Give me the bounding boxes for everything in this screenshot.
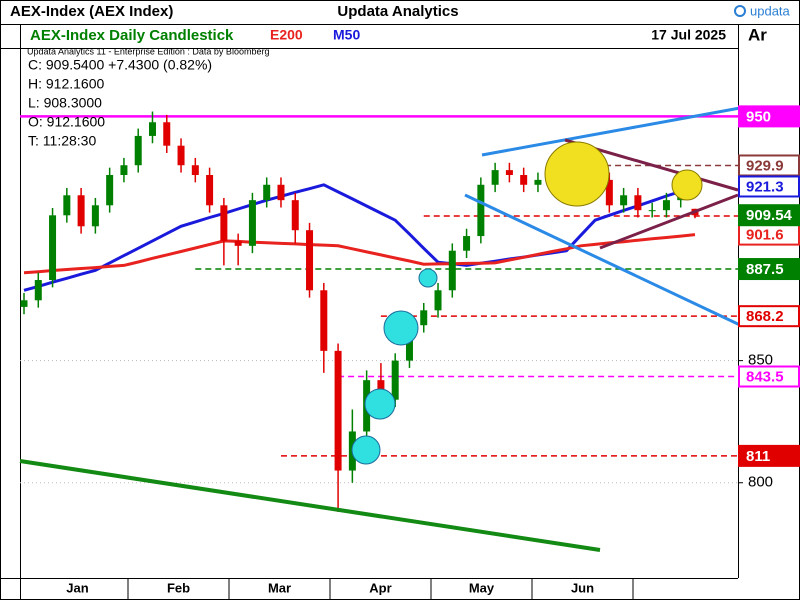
highlight-circle bbox=[671, 169, 703, 201]
candle-body bbox=[206, 175, 214, 206]
price-box bbox=[738, 105, 800, 128]
x-tick-label: Jan bbox=[66, 580, 88, 595]
candle-body bbox=[634, 195, 642, 211]
candle-body bbox=[163, 122, 171, 146]
candle-body bbox=[220, 205, 228, 241]
x-tick-label: Mar bbox=[268, 580, 291, 595]
ohlc-line: L: 908.3000 bbox=[28, 95, 102, 111]
price-box-label: 843.5 bbox=[746, 368, 784, 385]
price-box-label: 909.54 bbox=[746, 207, 793, 224]
candle-body bbox=[391, 360, 399, 400]
candle-body bbox=[91, 205, 99, 227]
candle-body bbox=[420, 310, 428, 326]
ohlc-line: C: 909.5400 +7.4300 (0.82%) bbox=[28, 57, 212, 73]
y-tick-label: 800 bbox=[748, 474, 773, 491]
candle-body bbox=[106, 175, 114, 206]
trendlines bbox=[19, 106, 741, 552]
header-title: AEX-Index (AEX Index) bbox=[10, 3, 173, 20]
candle-body bbox=[662, 200, 670, 211]
source: Updata Analytics 11 - Enterprise Edition… bbox=[27, 46, 269, 56]
candle-body bbox=[534, 179, 542, 185]
axis-title: Ar bbox=[748, 25, 767, 44]
candle-body bbox=[334, 350, 342, 471]
ohlc-line: T: 11:28:30 bbox=[28, 133, 96, 149]
legend: E200 M50 bbox=[270, 27, 360, 43]
candle-body bbox=[434, 290, 442, 311]
candle-body bbox=[248, 200, 256, 246]
candle-body bbox=[520, 175, 528, 185]
highlight-circle bbox=[544, 141, 610, 207]
legend-entry: M50 bbox=[333, 27, 360, 43]
channel-line bbox=[481, 106, 741, 157]
price-box-label: 811 bbox=[746, 448, 770, 465]
candle-body bbox=[49, 215, 57, 281]
y-tick-label: 850 bbox=[748, 352, 773, 369]
candle-body bbox=[191, 165, 199, 176]
moving-average bbox=[23, 233, 696, 275]
x-tick-label: Jun bbox=[571, 580, 594, 595]
candle-body bbox=[234, 240, 242, 246]
x-tick-label: Feb bbox=[167, 580, 190, 595]
highlight-circle bbox=[383, 310, 419, 346]
candle-body bbox=[120, 165, 128, 176]
price-box-label: 901.6 bbox=[746, 227, 784, 244]
date: 17 Jul 2025 bbox=[651, 27, 726, 43]
candle-body bbox=[306, 230, 314, 291]
price-box-label: 921.3 bbox=[746, 178, 784, 195]
moving-average bbox=[23, 183, 696, 292]
candle-body bbox=[605, 179, 613, 206]
candle-body bbox=[291, 200, 299, 231]
price-box-label: 950 bbox=[746, 108, 771, 125]
logo: updata bbox=[750, 3, 791, 18]
candle-body bbox=[34, 280, 42, 301]
price-axis: 800 850 950 929.9 887.5 868.2 843.5 811 921.3 901… bbox=[738, 105, 800, 491]
candle-body bbox=[77, 195, 85, 227]
price-box bbox=[738, 204, 800, 227]
candle-body bbox=[148, 122, 156, 136]
highlight-circle bbox=[418, 268, 438, 288]
candle-body bbox=[448, 250, 456, 291]
candle-body bbox=[177, 145, 185, 166]
price-box bbox=[738, 444, 800, 467]
trendline bbox=[19, 459, 601, 552]
x-tick-label: Apr bbox=[369, 580, 391, 595]
header-center: Updata Analytics bbox=[337, 3, 458, 20]
ohlc-line: O: 912.1600 bbox=[28, 114, 105, 130]
candle-body bbox=[620, 195, 628, 206]
candle-body bbox=[491, 170, 499, 185]
channel-line bbox=[464, 193, 741, 327]
legend-entry: E200 bbox=[270, 27, 303, 43]
highlight-circle bbox=[351, 435, 381, 465]
logo-icon bbox=[734, 5, 746, 17]
price-box-label: 929.9 bbox=[746, 157, 784, 174]
x-tick-label: May bbox=[469, 580, 495, 595]
candle-body bbox=[505, 170, 513, 176]
price-box-label: 887.5 bbox=[746, 261, 784, 278]
price-box bbox=[738, 258, 800, 281]
candle-body bbox=[277, 184, 285, 201]
ohlc-info: C: 909.5400 +7.4300 (0.82%) H: 912.1600 L:… bbox=[28, 57, 212, 149]
price-box bbox=[738, 305, 800, 328]
candle-body bbox=[20, 300, 28, 307]
candle-body bbox=[477, 184, 485, 237]
ohlc-line: H: 912.1600 bbox=[28, 76, 104, 92]
candle-body bbox=[63, 195, 71, 216]
candle-body bbox=[134, 135, 142, 166]
price-box bbox=[738, 365, 800, 388]
candle-body bbox=[263, 184, 271, 201]
price-box bbox=[738, 175, 800, 198]
chart-title: AEX-Index Daily Candlestick bbox=[30, 27, 234, 44]
price-box bbox=[738, 154, 800, 177]
highlight-circle bbox=[364, 388, 396, 420]
price-box-label: 868.2 bbox=[746, 308, 784, 325]
triangle-line bbox=[599, 193, 739, 250]
candle-body bbox=[320, 290, 328, 351]
candle-body bbox=[648, 210, 656, 212]
candle-body bbox=[463, 236, 471, 251]
